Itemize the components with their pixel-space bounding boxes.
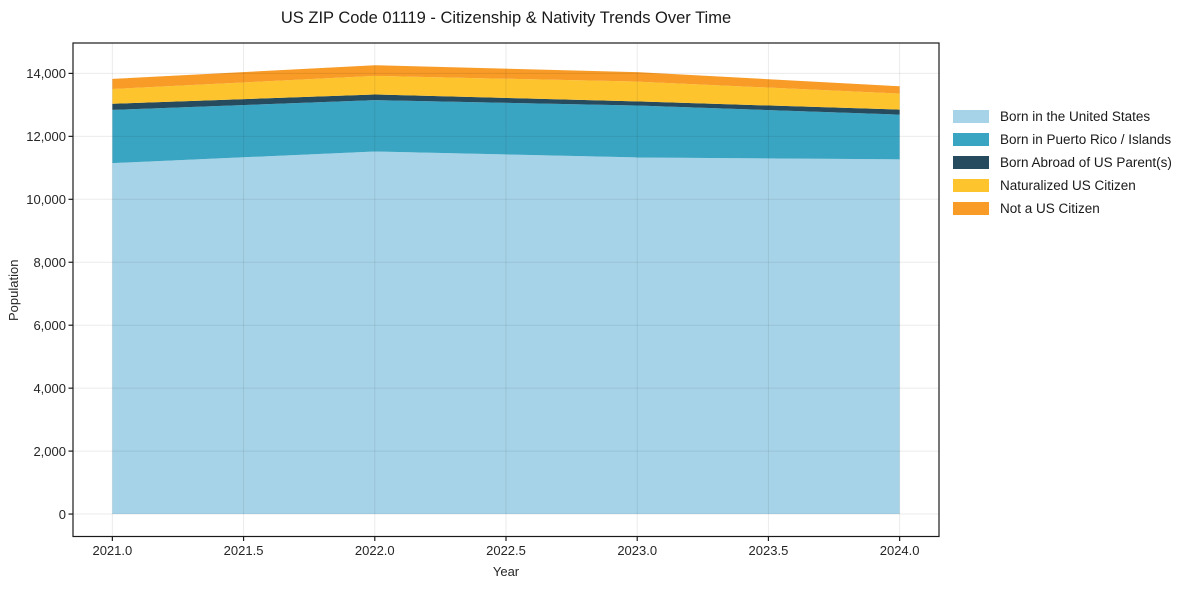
legend-label: Born Abroad of US Parent(s)	[1000, 154, 1172, 170]
area-series-4	[112, 65, 900, 94]
area-series-1	[112, 100, 900, 164]
y-axis-label: Population	[6, 259, 21, 321]
area-series-2	[112, 94, 900, 115]
x-tick-label: 2022.5	[486, 543, 526, 558]
legend-label: Not a US Citizen	[1000, 200, 1100, 216]
y-tick-label: 8,000	[33, 254, 66, 270]
legend-label: Born in the United States	[1000, 108, 1151, 124]
legend-swatch-icon	[953, 178, 989, 192]
legend-label: Naturalized US Citizen	[1000, 177, 1136, 193]
x-tick-label: 2022.0	[354, 543, 395, 558]
chart-title: US ZIP Code 01119 - Citizenship & Nativi…	[280, 9, 732, 27]
area-series-0	[112, 151, 900, 515]
area-series-3	[112, 75, 900, 110]
legend-swatch-icon	[953, 201, 989, 215]
legend-swatch-icon	[953, 132, 989, 146]
x-tick-label: 2021.0	[92, 543, 133, 558]
y-tick-label: 2,000	[33, 443, 66, 459]
x-tick-label: 2023.0	[617, 543, 658, 558]
legend-swatch-icon	[953, 109, 989, 123]
legend-item: Born Abroad of US Parent(s)	[953, 151, 1172, 174]
y-tick-label: 10,000	[26, 191, 66, 207]
legend-swatch-icon	[953, 155, 989, 169]
x-tick-label: 2023.5	[748, 543, 789, 558]
legend-item: Born in the United States	[953, 105, 1150, 128]
x-tick-label: 2024.0	[879, 543, 920, 558]
y-tick-label: 0	[58, 506, 66, 522]
x-tick-label: 2021.5	[223, 543, 264, 558]
legend-item: Not a US Citizen	[953, 197, 1100, 220]
y-tick-label: 12,000	[26, 128, 66, 144]
y-tick-label: 4,000	[33, 380, 66, 396]
y-tick-label: 6,000	[33, 317, 66, 333]
legend-item: Born in Puerto Rico / Islands	[953, 128, 1171, 151]
legend-label: Born in Puerto Rico / Islands	[1000, 131, 1172, 147]
x-axis-label: Year	[492, 564, 520, 579]
legend-item: Naturalized US Citizen	[953, 174, 1136, 197]
y-tick-label: 14,000	[26, 65, 66, 81]
